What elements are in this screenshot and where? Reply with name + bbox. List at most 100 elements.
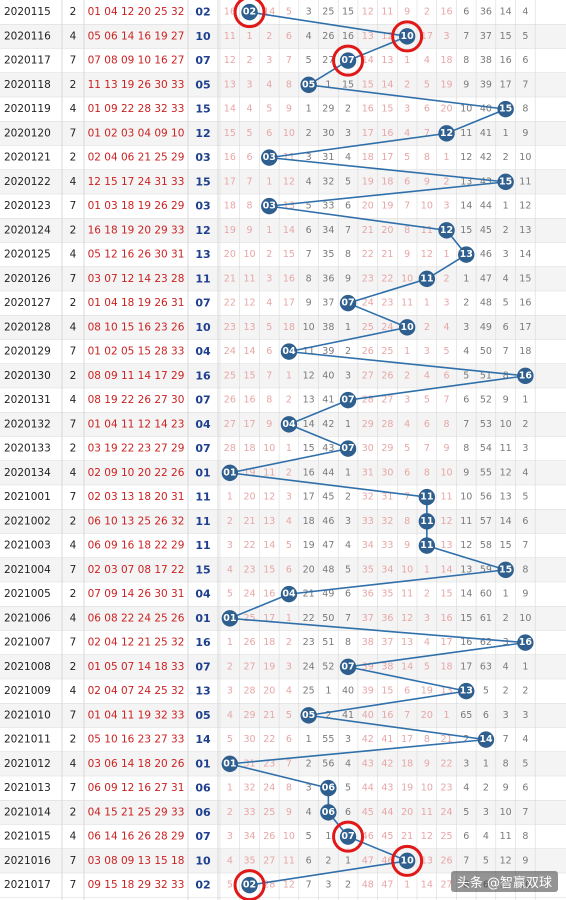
miss-count: 9 <box>247 225 253 236</box>
red-balls: 02 04 07 24 25 32 <box>88 685 185 697</box>
miss-count: 47 <box>381 880 393 891</box>
blue-ball-label: 10 <box>401 31 415 42</box>
miss-count: 37 <box>480 31 492 42</box>
blue-ball-value: 11 <box>195 272 210 285</box>
table-row <box>0 24 566 49</box>
miss-count: 3 <box>345 128 351 139</box>
blue-ball-label: 07 <box>341 661 354 672</box>
blue-ball-label: 10 <box>401 855 415 866</box>
miss-count: 19 <box>244 467 256 478</box>
blue-ball-mark <box>221 610 239 627</box>
miss-count: 59 <box>480 564 492 575</box>
miss-count: 3 <box>483 807 489 818</box>
miss-count: 19 <box>303 540 315 551</box>
sum-value: 2 <box>70 515 77 527</box>
miss-count: 39 <box>322 346 334 357</box>
miss-count: 3 <box>266 273 272 284</box>
miss-count: 12 <box>421 249 433 260</box>
miss-count: 16 <box>441 613 453 624</box>
blue-ball-label: 15 <box>499 176 512 187</box>
sum-value: 4 <box>70 758 77 770</box>
miss-count: 5 <box>266 322 272 333</box>
miss-count: 4 <box>444 322 450 333</box>
miss-count: 37 <box>381 637 393 648</box>
miss-count: 65 <box>460 710 472 721</box>
miss-count: 13 <box>441 686 453 697</box>
miss-count: 1 <box>325 831 331 842</box>
miss-count: 1 <box>444 710 450 721</box>
table-row <box>0 824 566 849</box>
red-balls: 06 10 13 25 26 32 <box>88 515 185 527</box>
miss-count: 5 <box>306 55 312 66</box>
miss-count: 61 <box>480 613 492 624</box>
miss-count: 11 <box>401 589 413 600</box>
miss-count: 27 <box>224 419 236 430</box>
blue-ball-mark <box>339 828 357 845</box>
blue-ball-label: 13 <box>460 249 473 260</box>
sum-value: 4 <box>70 176 77 188</box>
miss-count: 57 <box>480 516 492 527</box>
miss-count: 14 <box>263 7 275 18</box>
miss-count: 26 <box>224 395 236 406</box>
miss-count: 6 <box>345 807 351 818</box>
miss-count: 5 <box>522 758 528 769</box>
red-balls: 08 19 22 26 27 30 <box>88 394 185 406</box>
miss-count: 14 <box>362 55 374 66</box>
miss-count: 12 <box>303 370 315 381</box>
issue-number: 2020117 <box>4 55 51 67</box>
highlight-rings <box>233 0 424 900</box>
miss-count: 8 <box>463 55 469 66</box>
miss-count: 17 <box>500 79 512 90</box>
miss-count: 34 <box>362 540 374 551</box>
miss-count: 9 <box>463 467 469 478</box>
red-balls: 01 02 03 04 09 10 <box>88 127 185 139</box>
red-balls: 04 15 21 25 29 33 <box>88 806 185 818</box>
miss-count: 33 <box>244 807 256 818</box>
miss-count: 38 <box>480 55 492 66</box>
blue-ball-label: 11 <box>420 273 433 284</box>
miss-count: 16 <box>362 104 374 115</box>
watermark: 头条 @智赢双球 <box>450 871 558 892</box>
blue-ball-value: 11 <box>195 539 210 552</box>
miss-count: 28 <box>224 443 236 454</box>
miss-count: 33 <box>381 540 393 551</box>
miss-count: 3 <box>306 152 312 163</box>
miss-count: 25 <box>244 613 256 624</box>
issue-number: 2020124 <box>4 224 51 236</box>
blue-ball-mark <box>339 294 357 312</box>
table-row <box>0 727 566 752</box>
miss-count: 14 <box>500 516 512 527</box>
blue-ball-value: 16 <box>195 636 211 649</box>
miss-count: 5 <box>306 831 312 842</box>
miss-count: 30 <box>381 467 393 478</box>
miss-count: 2 <box>227 661 233 672</box>
sum-value: 2 <box>70 6 77 18</box>
table-row <box>0 218 566 243</box>
miss-count: 8 <box>463 443 469 454</box>
miss-count: 2 <box>286 637 292 648</box>
miss-count: 2 <box>266 249 272 260</box>
miss-count: 3 <box>444 201 450 212</box>
miss-count: 14 <box>421 880 433 891</box>
miss-count: 13 <box>460 564 472 575</box>
miss-count: 8 <box>404 225 410 236</box>
miss-count: 16 <box>441 7 453 18</box>
miss-count: 25 <box>303 686 315 697</box>
miss-count: 17 <box>381 152 393 163</box>
miss-count: 20 <box>303 564 315 575</box>
miss-count: 26 <box>263 831 275 842</box>
miss-count: 7 <box>522 540 528 551</box>
miss-count: 3 <box>522 443 528 454</box>
miss-count: 5 <box>286 7 292 18</box>
miss-count: 45 <box>322 492 334 503</box>
miss-count: 5 <box>424 661 430 672</box>
red-balls: 01 09 22 28 32 33 <box>88 103 185 115</box>
miss-count: 3 <box>286 661 292 672</box>
miss-count: 7 <box>404 201 410 212</box>
miss-count: 18 <box>401 758 413 769</box>
miss-count: 10 <box>460 492 472 503</box>
highlight-ring <box>391 20 424 53</box>
miss-count: 2 <box>503 152 509 163</box>
miss-count: 40 <box>362 710 374 721</box>
miss-count: 6 <box>424 104 430 115</box>
